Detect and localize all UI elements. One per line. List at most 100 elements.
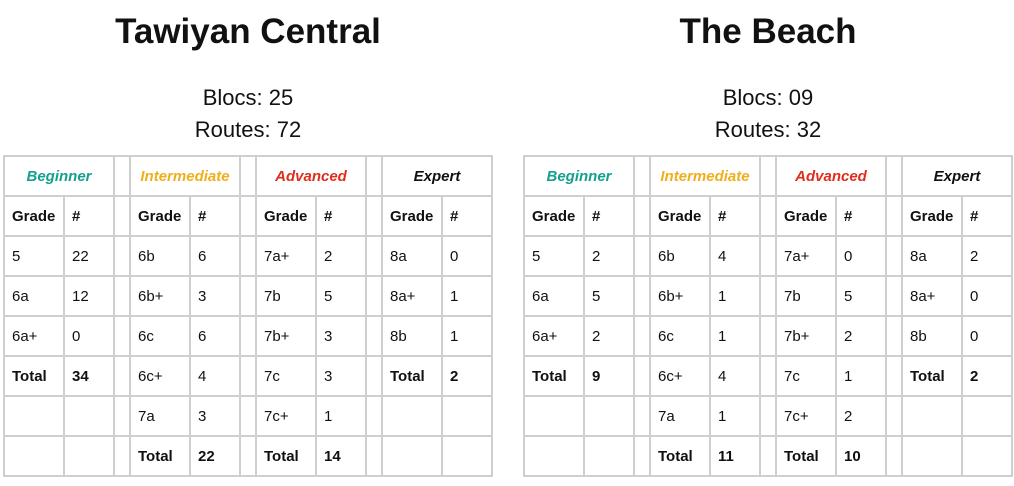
body-row: 6a 5 6b+ 1 7b 5 8a+ 0 [523,275,1013,317]
grade-cell: 8b [381,315,443,357]
body-row: 6a+ 0 6c 6 7b+ 3 8b 1 [3,315,493,357]
group-name: Expert [381,155,493,197]
spacer-cell [365,155,383,197]
spacer-cell [885,355,903,397]
body-row: 5 22 6b 6 7a+ 2 8a 0 [3,235,493,277]
count-cell: 0 [63,315,115,357]
grade-cell: 6b+ [649,275,711,317]
spacer-cell [633,195,651,237]
total-label: Total [523,355,585,397]
empty-cell [3,395,65,437]
empty-cell [583,395,635,437]
spacer-cell [633,235,651,277]
count-cell: 5 [835,275,887,317]
spacer-cell [113,155,131,197]
count-cell: 1 [441,315,493,357]
total-label: Total [775,435,837,477]
body-row: 7a 3 7c+ 1 [3,395,493,437]
empty-cell [523,435,585,477]
body-row: Total 11 Total 10 [523,435,1013,477]
empty-cell [961,395,1013,437]
grade-table: Beginner Intermediate Advanced Expert Grade #… [3,155,493,477]
spacer-cell [759,355,777,397]
column-header-row: Grade # Grade # Grade # Grade # [3,195,493,237]
grade-header: Grade [381,195,443,237]
blocs-count: Blocs: 09 [722,85,814,110]
count-cell: 2 [835,395,887,437]
spacer-cell [759,275,777,317]
empty-cell [381,395,443,437]
group-header-row: Beginner Intermediate Advanced Expert [523,155,1013,197]
empty-cell [63,435,115,477]
spacer-cell [885,395,903,437]
total-label: Total [255,435,317,477]
spacer-cell [239,275,257,317]
grade-cell: 6b+ [129,275,191,317]
count-cell: 6 [189,235,241,277]
spacer-cell [885,155,903,197]
count-cell: 1 [709,395,761,437]
spacer-cell [113,315,131,357]
body-row: 6a 12 6b+ 3 7b 5 8a+ 1 [3,275,493,317]
total-label: Total [649,435,711,477]
count-cell: 1 [315,395,367,437]
spacer-cell [239,355,257,397]
count-header: # [583,195,635,237]
total-count: 2 [441,355,493,397]
spacer-cell [113,355,131,397]
count-header: # [441,195,493,237]
count-cell: 1 [835,355,887,397]
count-cell: 0 [441,235,493,277]
total-count: 2 [961,355,1013,397]
grade-cell: 8a+ [901,275,963,317]
count-cell: 1 [709,315,761,357]
group-name: Advanced [255,155,367,197]
spacer-cell [113,395,131,437]
group-name: Intermediate [649,155,761,197]
blocs-count: Blocs: 25 [202,85,294,110]
spacer-cell [239,435,257,477]
count-cell: 4 [189,355,241,397]
body-row: 7a 1 7c+ 2 [523,395,1013,437]
routes-count: Routes: 32 [714,117,822,142]
total-label: Total [129,435,191,477]
count-cell: 4 [709,235,761,277]
group-name: Advanced [775,155,887,197]
grade-cell: 7c [255,355,317,397]
spacer-cell [365,315,383,357]
grade-cell: 6a+ [523,315,585,357]
spacer-cell [633,275,651,317]
count-cell: 2 [835,315,887,357]
grade-table: Beginner Intermediate Advanced Expert Grade #… [523,155,1013,477]
empty-cell [901,395,963,437]
group-name: Beginner [523,155,635,197]
spacer-cell [239,195,257,237]
grade-cell: 7b+ [775,315,837,357]
grade-cell: 7a [129,395,191,437]
count-cell: 5 [583,275,635,317]
total-count: 34 [63,355,115,397]
grade-cell: 6c+ [129,355,191,397]
spacer-cell [633,355,651,397]
grade-cell: 7b [255,275,317,317]
count-cell: 0 [835,235,887,277]
grade-cell: 6a [3,275,65,317]
panel-title: Tawiyan Central [115,12,381,51]
spacer-cell [759,155,777,197]
group-name: Intermediate [129,155,241,197]
spacer-cell [365,235,383,277]
empty-cell [901,435,963,477]
total-label: Total [901,355,963,397]
grade-cell: 7b [775,275,837,317]
spacer-cell [633,315,651,357]
spacer-cell [239,235,257,277]
empty-cell [3,435,65,477]
grade-cell: 5 [3,235,65,277]
panel-title: The Beach [679,12,857,51]
grade-cell: 6a [523,275,585,317]
count-header: # [961,195,1013,237]
grade-cell: 7a+ [775,235,837,277]
spacer-cell [633,435,651,477]
empty-cell [441,395,493,437]
grade-header: Grade [901,195,963,237]
